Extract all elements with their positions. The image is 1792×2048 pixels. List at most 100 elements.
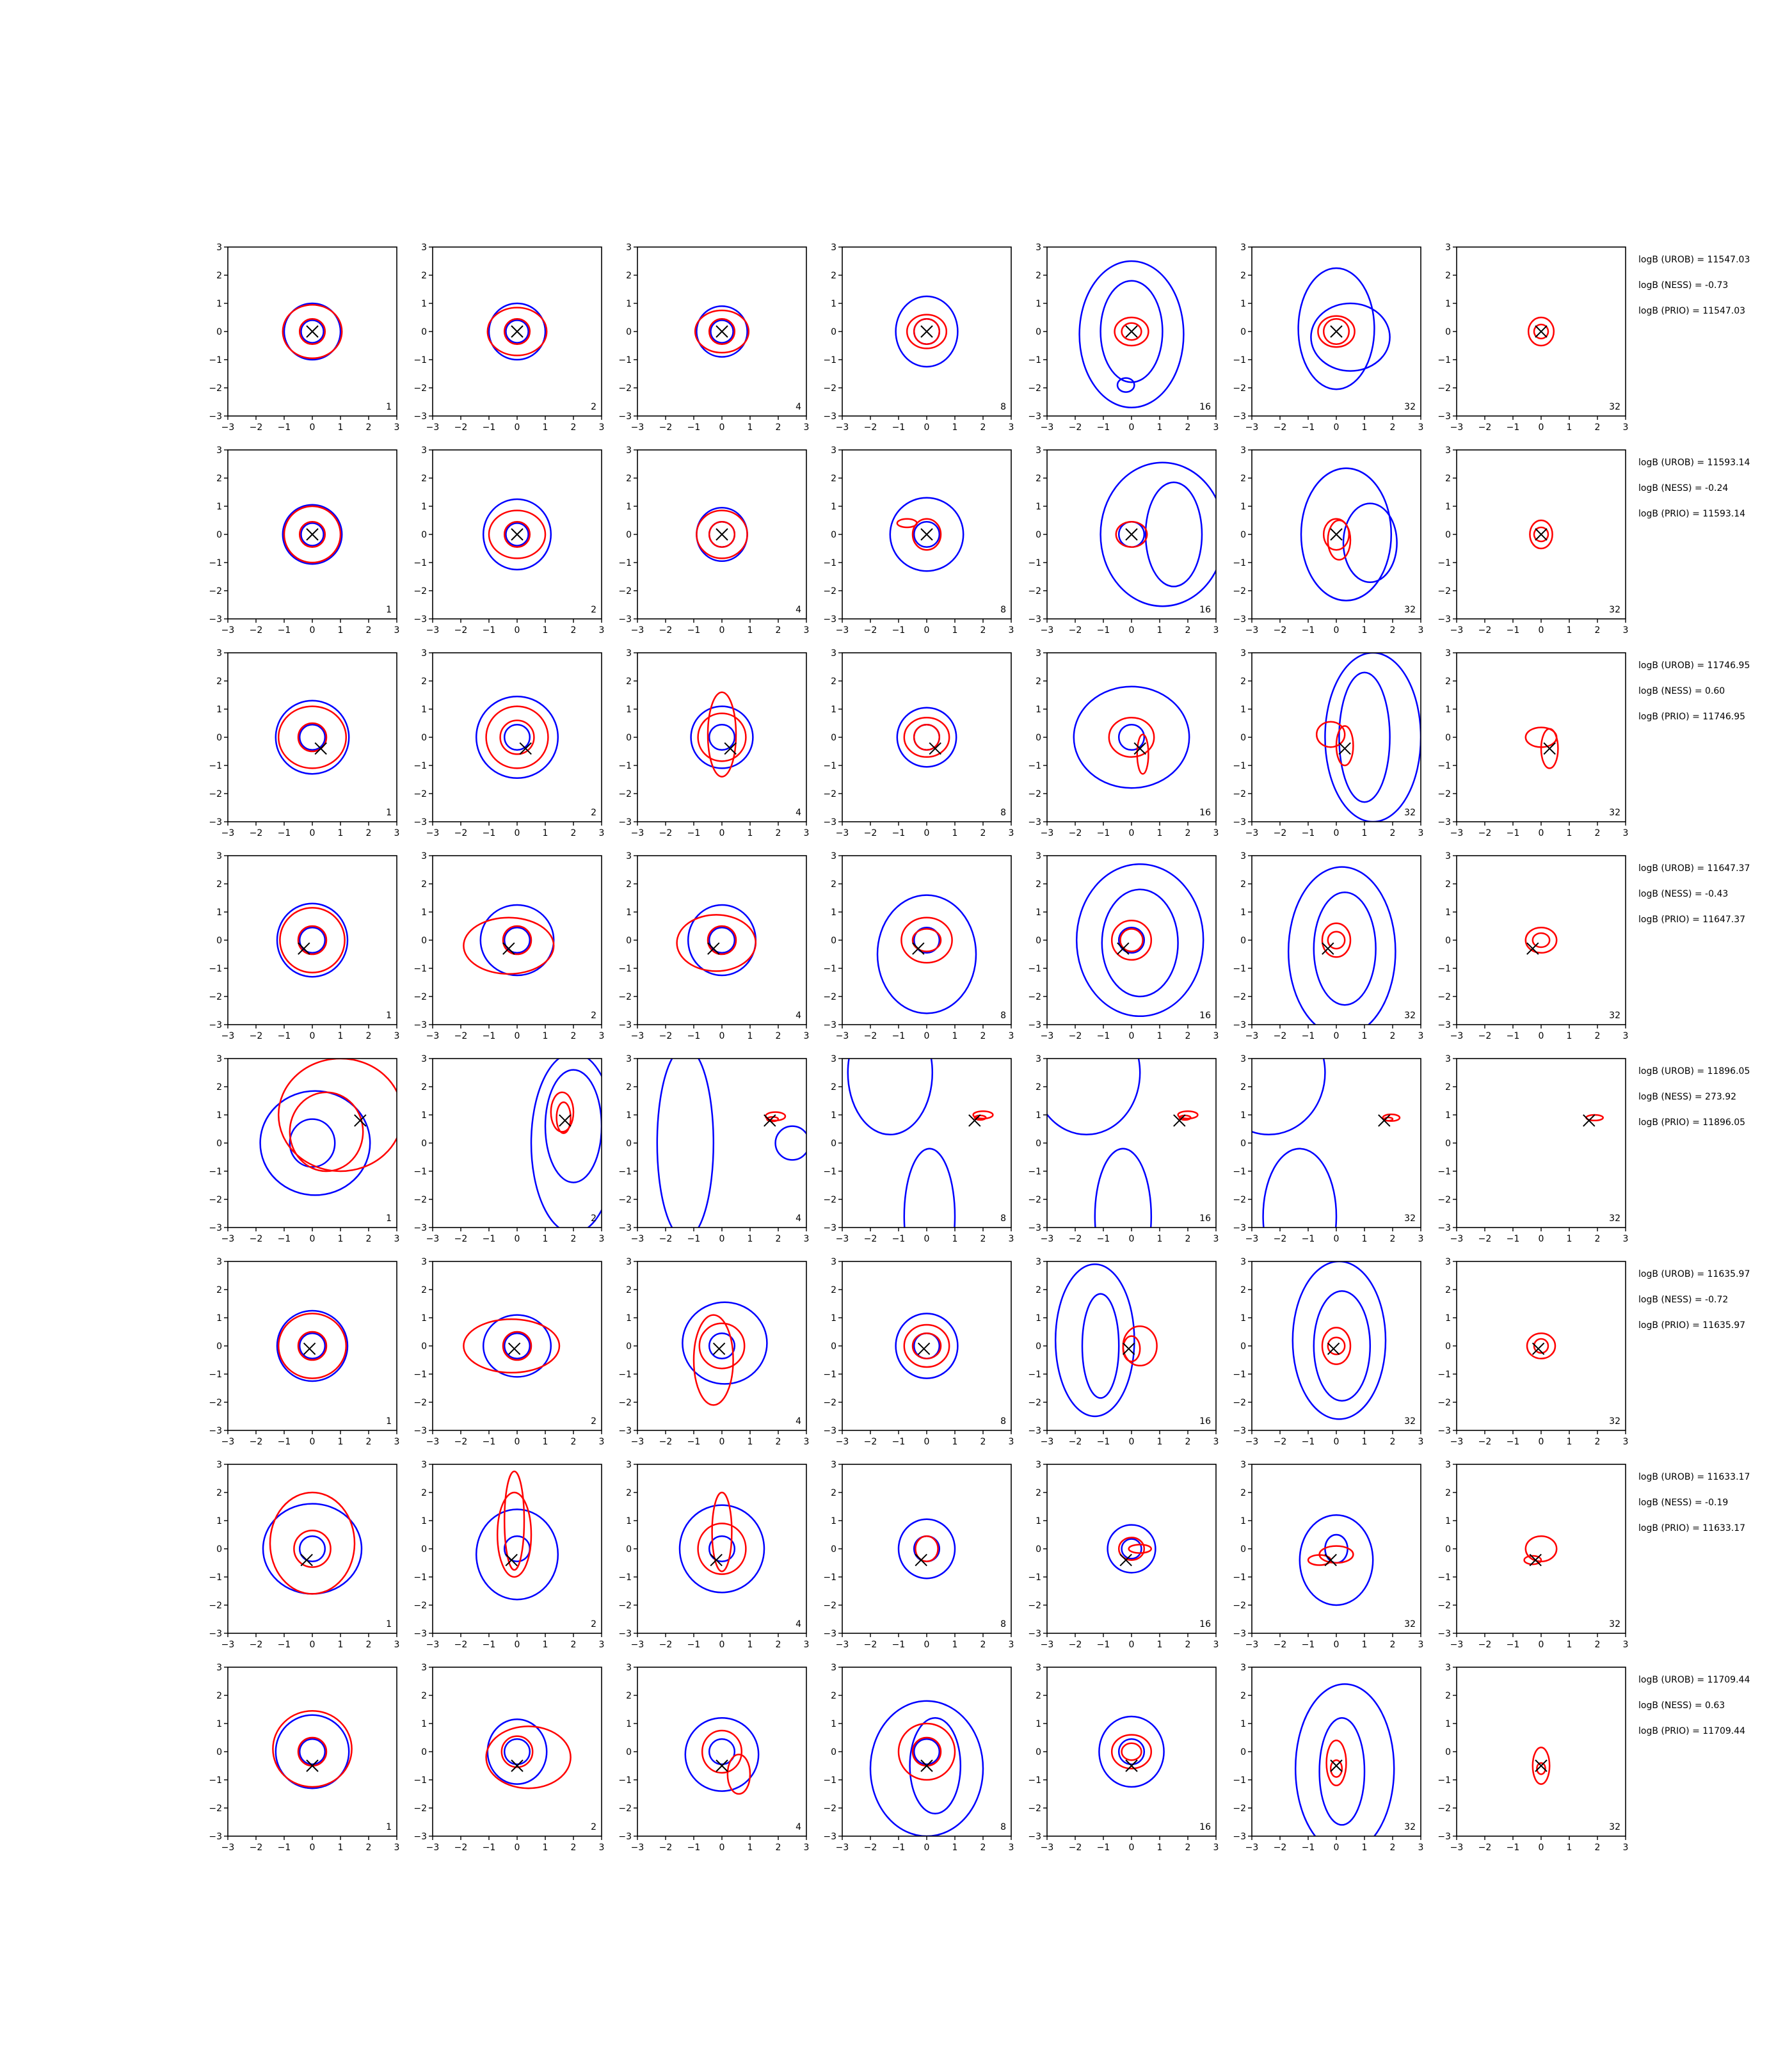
y-tick-label: 1 (1445, 1516, 1451, 1526)
blue-contour-1 (1287, 866, 1396, 1025)
blue-contour-2 (488, 302, 547, 361)
panel-r5-c4: −3 −2 −1 0 1 2 3 3 2 1 0 −1 −2 −3 8 (823, 1054, 1014, 1244)
y-tick-label: −2 (1028, 586, 1041, 596)
x-tick-label: 2 (366, 1843, 372, 1853)
y-tick-label: 2 (1240, 879, 1246, 890)
x-marker (1529, 1553, 1542, 1567)
red-contour-1 (499, 719, 535, 755)
blue-contour-1 (1117, 1738, 1146, 1766)
x-marker (314, 742, 327, 755)
y-tick-label: −1 (1233, 1775, 1246, 1786)
y-tick-label: −3 (1233, 1832, 1246, 1842)
y-tick-label: 3 (831, 1054, 836, 1064)
x-tick-label: 0 (719, 828, 725, 838)
x-tick-label: 0 (310, 1843, 316, 1853)
x-tick-label: 3 (804, 1031, 810, 1041)
x-tick-label: −2 (1274, 1640, 1287, 1650)
y-tick-label: 3 (1240, 851, 1246, 861)
axes-frame (842, 1058, 1012, 1228)
y-tick-label: −1 (823, 558, 836, 568)
y-tick-label: −1 (1437, 1167, 1451, 1177)
x-tick-label: 0 (719, 1031, 725, 1041)
blue-contour-1 (1300, 467, 1393, 602)
y-tick-label: −1 (1028, 355, 1041, 365)
y-tick-label: 3 (831, 648, 836, 659)
blue-contour-1 (1054, 1263, 1135, 1418)
panel-label: 16 (1199, 1011, 1211, 1021)
x-tick-label: 3 (804, 828, 810, 838)
x-tick-label: 0 (1129, 422, 1135, 433)
x-marker (519, 742, 532, 755)
x-tick-label: 2 (1595, 625, 1601, 636)
x-tick-label: 3 (1418, 1640, 1424, 1650)
x-tick-label: 0 (515, 1437, 520, 1447)
red-contour-1 (297, 1331, 328, 1361)
y-tick-label: 0 (1036, 733, 1041, 743)
x-tick-label: 0 (310, 1234, 316, 1244)
y-tick-label: 0 (1445, 936, 1451, 946)
x-tick-label: −3 (221, 1031, 235, 1041)
y-tick-label: 0 (1445, 1139, 1451, 1149)
x-tick-label: −3 (836, 422, 849, 433)
y-tick-label: 1 (626, 1516, 632, 1526)
blue-contour-2 (475, 1508, 559, 1601)
panel-label: 4 (796, 605, 801, 615)
contour-layer (486, 302, 548, 361)
x-tick-label: −3 (1041, 1234, 1054, 1244)
row-stat: logB (PRIO) = 11635.97 (1638, 1320, 1745, 1331)
x-tick-label: 2 (1595, 422, 1601, 433)
panel-r1-c1: −3 −2 −1 0 1 2 3 3 2 1 0 −1 −2 −3 1 (209, 243, 399, 433)
x-tick-label: 3 (1623, 422, 1629, 433)
x-marker (716, 325, 728, 338)
red-contour-2 (486, 307, 548, 356)
x-tick-label: −3 (1450, 1437, 1464, 1447)
y-tick-label: −3 (1028, 1426, 1041, 1436)
x-tick-label: 3 (1623, 1234, 1629, 1244)
x-tick-label: −1 (892, 422, 906, 433)
x-tick-label: 3 (1213, 1640, 1219, 1650)
x-tick-label: −3 (221, 1640, 235, 1650)
y-tick-label: 2 (216, 1285, 222, 1295)
y-tick-label: 1 (421, 1719, 427, 1729)
x-tick-label: 3 (1009, 1437, 1014, 1447)
blue-contour-1 (298, 926, 326, 954)
x-tick-label: 2 (776, 1031, 781, 1041)
y-tick-label: 2 (1036, 1285, 1041, 1295)
y-tick-label: 0 (216, 1341, 222, 1352)
panel-label: 32 (1404, 1619, 1416, 1629)
y-tick-label: 3 (1445, 1257, 1451, 1267)
x-tick-label: −2 (454, 1640, 468, 1650)
x-marker (710, 1553, 723, 1567)
x-tick-label: 2 (1185, 1031, 1191, 1041)
x-marker (1532, 1342, 1545, 1356)
y-tick-label: 3 (421, 851, 427, 861)
panel-label: 4 (796, 1416, 801, 1427)
y-tick-label: −1 (1028, 964, 1041, 974)
x-tick-label: 3 (1418, 1234, 1424, 1244)
blue-contour-2 (1313, 891, 1377, 1006)
blue-contour-1 (708, 926, 736, 954)
y-tick-label: 1 (216, 1110, 222, 1121)
x-tick-label: −2 (864, 1031, 877, 1041)
y-tick-label: 0 (1445, 733, 1451, 743)
x-tick-label: 1 (338, 1234, 344, 1244)
x-tick-label: −3 (1450, 1234, 1464, 1244)
y-tick-label: 2 (1240, 676, 1246, 687)
panel-label: 8 (1000, 605, 1006, 615)
red-contour-2 (906, 314, 948, 349)
y-tick-label: −1 (413, 355, 427, 365)
y-tick-label: 3 (216, 1663, 222, 1673)
x-tick-label: 1 (952, 1031, 958, 1041)
y-tick-label: −1 (413, 1167, 427, 1177)
y-tick-label: 0 (421, 1341, 427, 1352)
x-tick-label: −1 (1302, 422, 1315, 433)
x-tick-label: −2 (659, 1437, 673, 1447)
y-tick-label: −2 (618, 1601, 632, 1611)
x-tick-label: −3 (426, 1031, 440, 1041)
y-tick-label: −2 (1437, 1601, 1451, 1611)
y-tick-label: 3 (1240, 1663, 1246, 1673)
blue-contour-1 (289, 1118, 336, 1168)
